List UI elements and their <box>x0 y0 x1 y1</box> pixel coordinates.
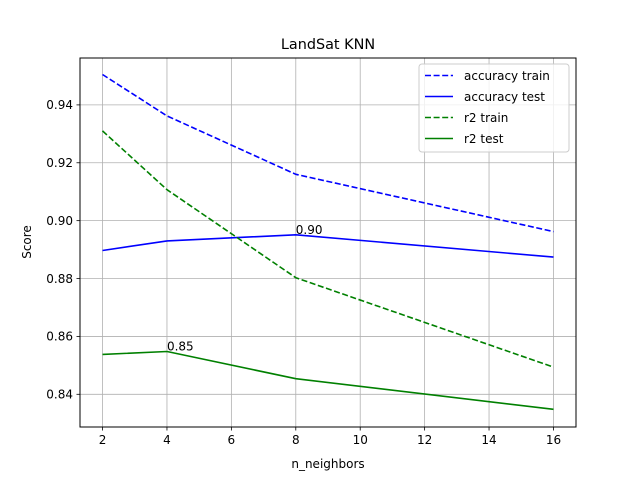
ticks-layer: 2 4 6 8 10 12 14 16 0.84 0.86 0.88 0.90 0.92 0.94 <box>46 98 561 447</box>
data-annotation: 0.90 <box>296 223 323 237</box>
legend-label: accuracy train <box>464 69 550 83</box>
y-tick-label: 0.90 <box>46 214 73 228</box>
plot-frame <box>79 57 577 428</box>
series-line-r2-train <box>101 130 554 368</box>
legend-label: accuracy test <box>464 90 545 104</box>
y-tick-label: 0.88 <box>46 272 73 286</box>
x-tick-label: 6 <box>228 433 236 447</box>
series-line-r2-test <box>102 350 554 411</box>
y-axis-label: Score <box>20 225 34 259</box>
series-line-accuracy-test <box>102 234 554 258</box>
x-tick-label: 2 <box>99 433 107 447</box>
x-tick-label: 16 <box>546 433 561 447</box>
x-tick-label: 10 <box>353 433 368 447</box>
x-tick-label: 14 <box>481 433 496 447</box>
x-tick-label: 4 <box>163 433 171 447</box>
legend-box <box>418 63 570 153</box>
legend: accuracy train accuracy test r2 train r2 te… <box>418 63 570 153</box>
y-tick-label: 0.86 <box>46 330 73 344</box>
x-tick-label: 8 <box>292 433 300 447</box>
y-tick-label: 0.92 <box>46 156 73 170</box>
series-layer <box>101 73 554 411</box>
y-tick-label: 0.84 <box>46 388 73 402</box>
series-line-accuracy-train <box>102 73 554 233</box>
y-tick-label: 0.94 <box>46 98 73 112</box>
data-annotation: 0.85 <box>167 339 194 353</box>
legend-label: r2 test <box>464 132 504 146</box>
chart-title: LandSat KNN <box>281 37 375 53</box>
x-axis-label: n_neighbors <box>291 457 364 471</box>
annotation-layer: 0.90 0.85 <box>167 223 323 354</box>
legend-label: r2 train <box>464 111 508 125</box>
x-tick-label: 12 <box>417 433 432 447</box>
